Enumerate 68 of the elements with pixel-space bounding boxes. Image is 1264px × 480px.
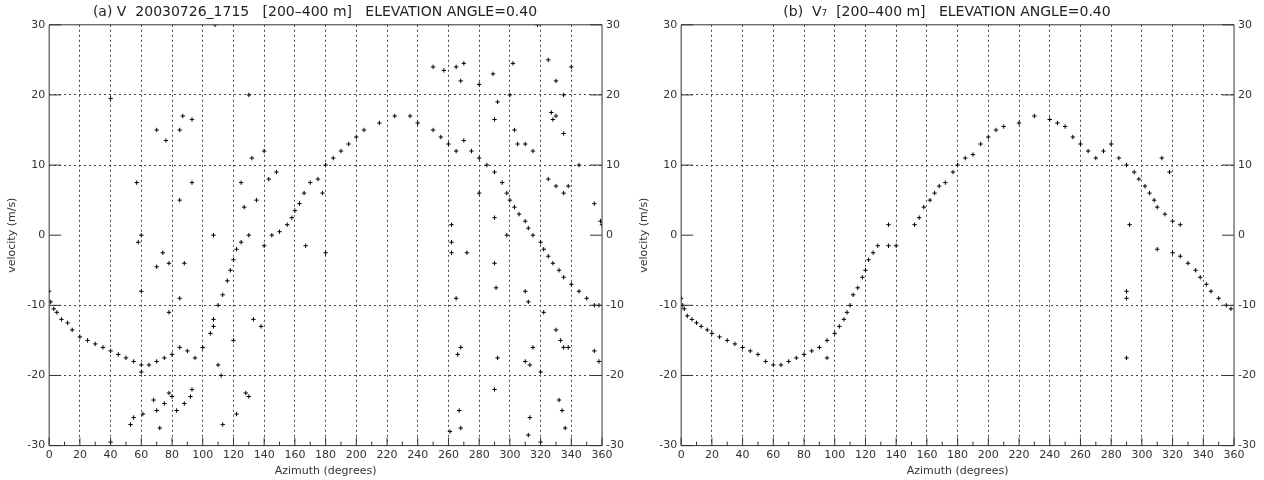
y2-tick-label: -20 [606,368,624,382]
y-tick-label: 10 [663,157,678,171]
x-tick-label: 340 [1192,448,1214,462]
y-axis-title: velocity (m/s) [637,197,651,273]
x-axis-title: Azimuth (degrees) [906,464,1009,478]
x-tick-label: 180 [315,448,337,462]
x-tick-label: 120 [222,448,244,462]
x-tick-label: 60 [134,448,149,462]
y-tick-label: 30 [663,17,678,31]
x-tick-label: 200 [345,448,367,462]
y2-tick-label: 10 [606,157,621,171]
y2-tick-label: -10 [606,298,624,312]
x-tick-label: 80 [165,448,180,462]
x-tick-label: 340 [560,448,582,462]
y2-tick-label: -20 [1238,368,1256,382]
y-axis-title: velocity (m/s) [5,197,19,273]
y2-tick-label: 0 [606,228,614,242]
x-tick-label: 100 [824,448,846,462]
chart-title: (b) V₇ [200–400 m] ELEVATION ANGLE=0.40 [783,3,1111,20]
y2-tick-label: 10 [1238,157,1253,171]
x-tick-label: 320 [530,448,552,462]
y2-tick-label: 20 [1238,87,1253,101]
y-tick-label: -30 [27,438,46,452]
x-tick-label: 100 [192,448,214,462]
x-tick-label: 140 [253,448,275,462]
y-tick-label: 20 [31,87,46,101]
x-tick-label: 360 [1223,448,1245,462]
chart-title: (a) V 20030726_1715 [200–400 m] ELEVATION ANGLE=0.40 [92,3,538,20]
x-tick-label: 320 [1162,448,1184,462]
x-tick-label: 180 [947,448,969,462]
x-tick-label: 260 [1069,448,1091,462]
x-tick-label: 80 [797,448,812,462]
x-axis-title: Azimuth (degrees) [274,464,377,478]
y-tick-label: -20 [659,368,678,382]
y2-tick-label: 20 [606,87,621,101]
x-tick-label: 220 [1008,448,1030,462]
x-tick-label: 40 [735,448,750,462]
x-tick-label: 280 [1100,448,1122,462]
x-tick-label: 200 [977,448,999,462]
x-tick-label: 360 [591,448,613,462]
x-tick-label: 20 [72,448,87,462]
y2-tick-label: 0 [1238,228,1246,242]
y-tick-label: -10 [27,298,46,312]
y-tick-label: 30 [31,17,46,31]
y-tick-label: 10 [31,157,46,171]
y-tick-label: 0 [670,228,678,242]
y2-tick-label: 30 [606,17,621,31]
x-tick-label: 160 [284,448,306,462]
x-tick-label: 240 [1039,448,1061,462]
y-tick-label: -20 [27,368,46,382]
x-tick-label: 20 [704,448,719,462]
y-tick-label: 0 [38,228,46,242]
x-tick-label: 240 [407,448,429,462]
y-tick-label: -30 [659,438,678,452]
x-tick-label: 300 [499,448,521,462]
x-tick-label: 280 [468,448,490,462]
y-tick-label: 20 [663,87,678,101]
x-tick-label: 140 [885,448,907,462]
x-tick-label: 120 [854,448,876,462]
y2-tick-label: -10 [1238,298,1256,312]
y2-tick-label: 30 [1238,17,1253,31]
x-tick-label: 300 [1131,448,1153,462]
x-tick-label: 260 [437,448,459,462]
x-tick-label: 60 [766,448,781,462]
x-tick-label: 220 [376,448,398,462]
y-tick-label: -10 [659,298,678,312]
x-tick-label: 160 [916,448,938,462]
x-tick-label: 40 [103,448,118,462]
